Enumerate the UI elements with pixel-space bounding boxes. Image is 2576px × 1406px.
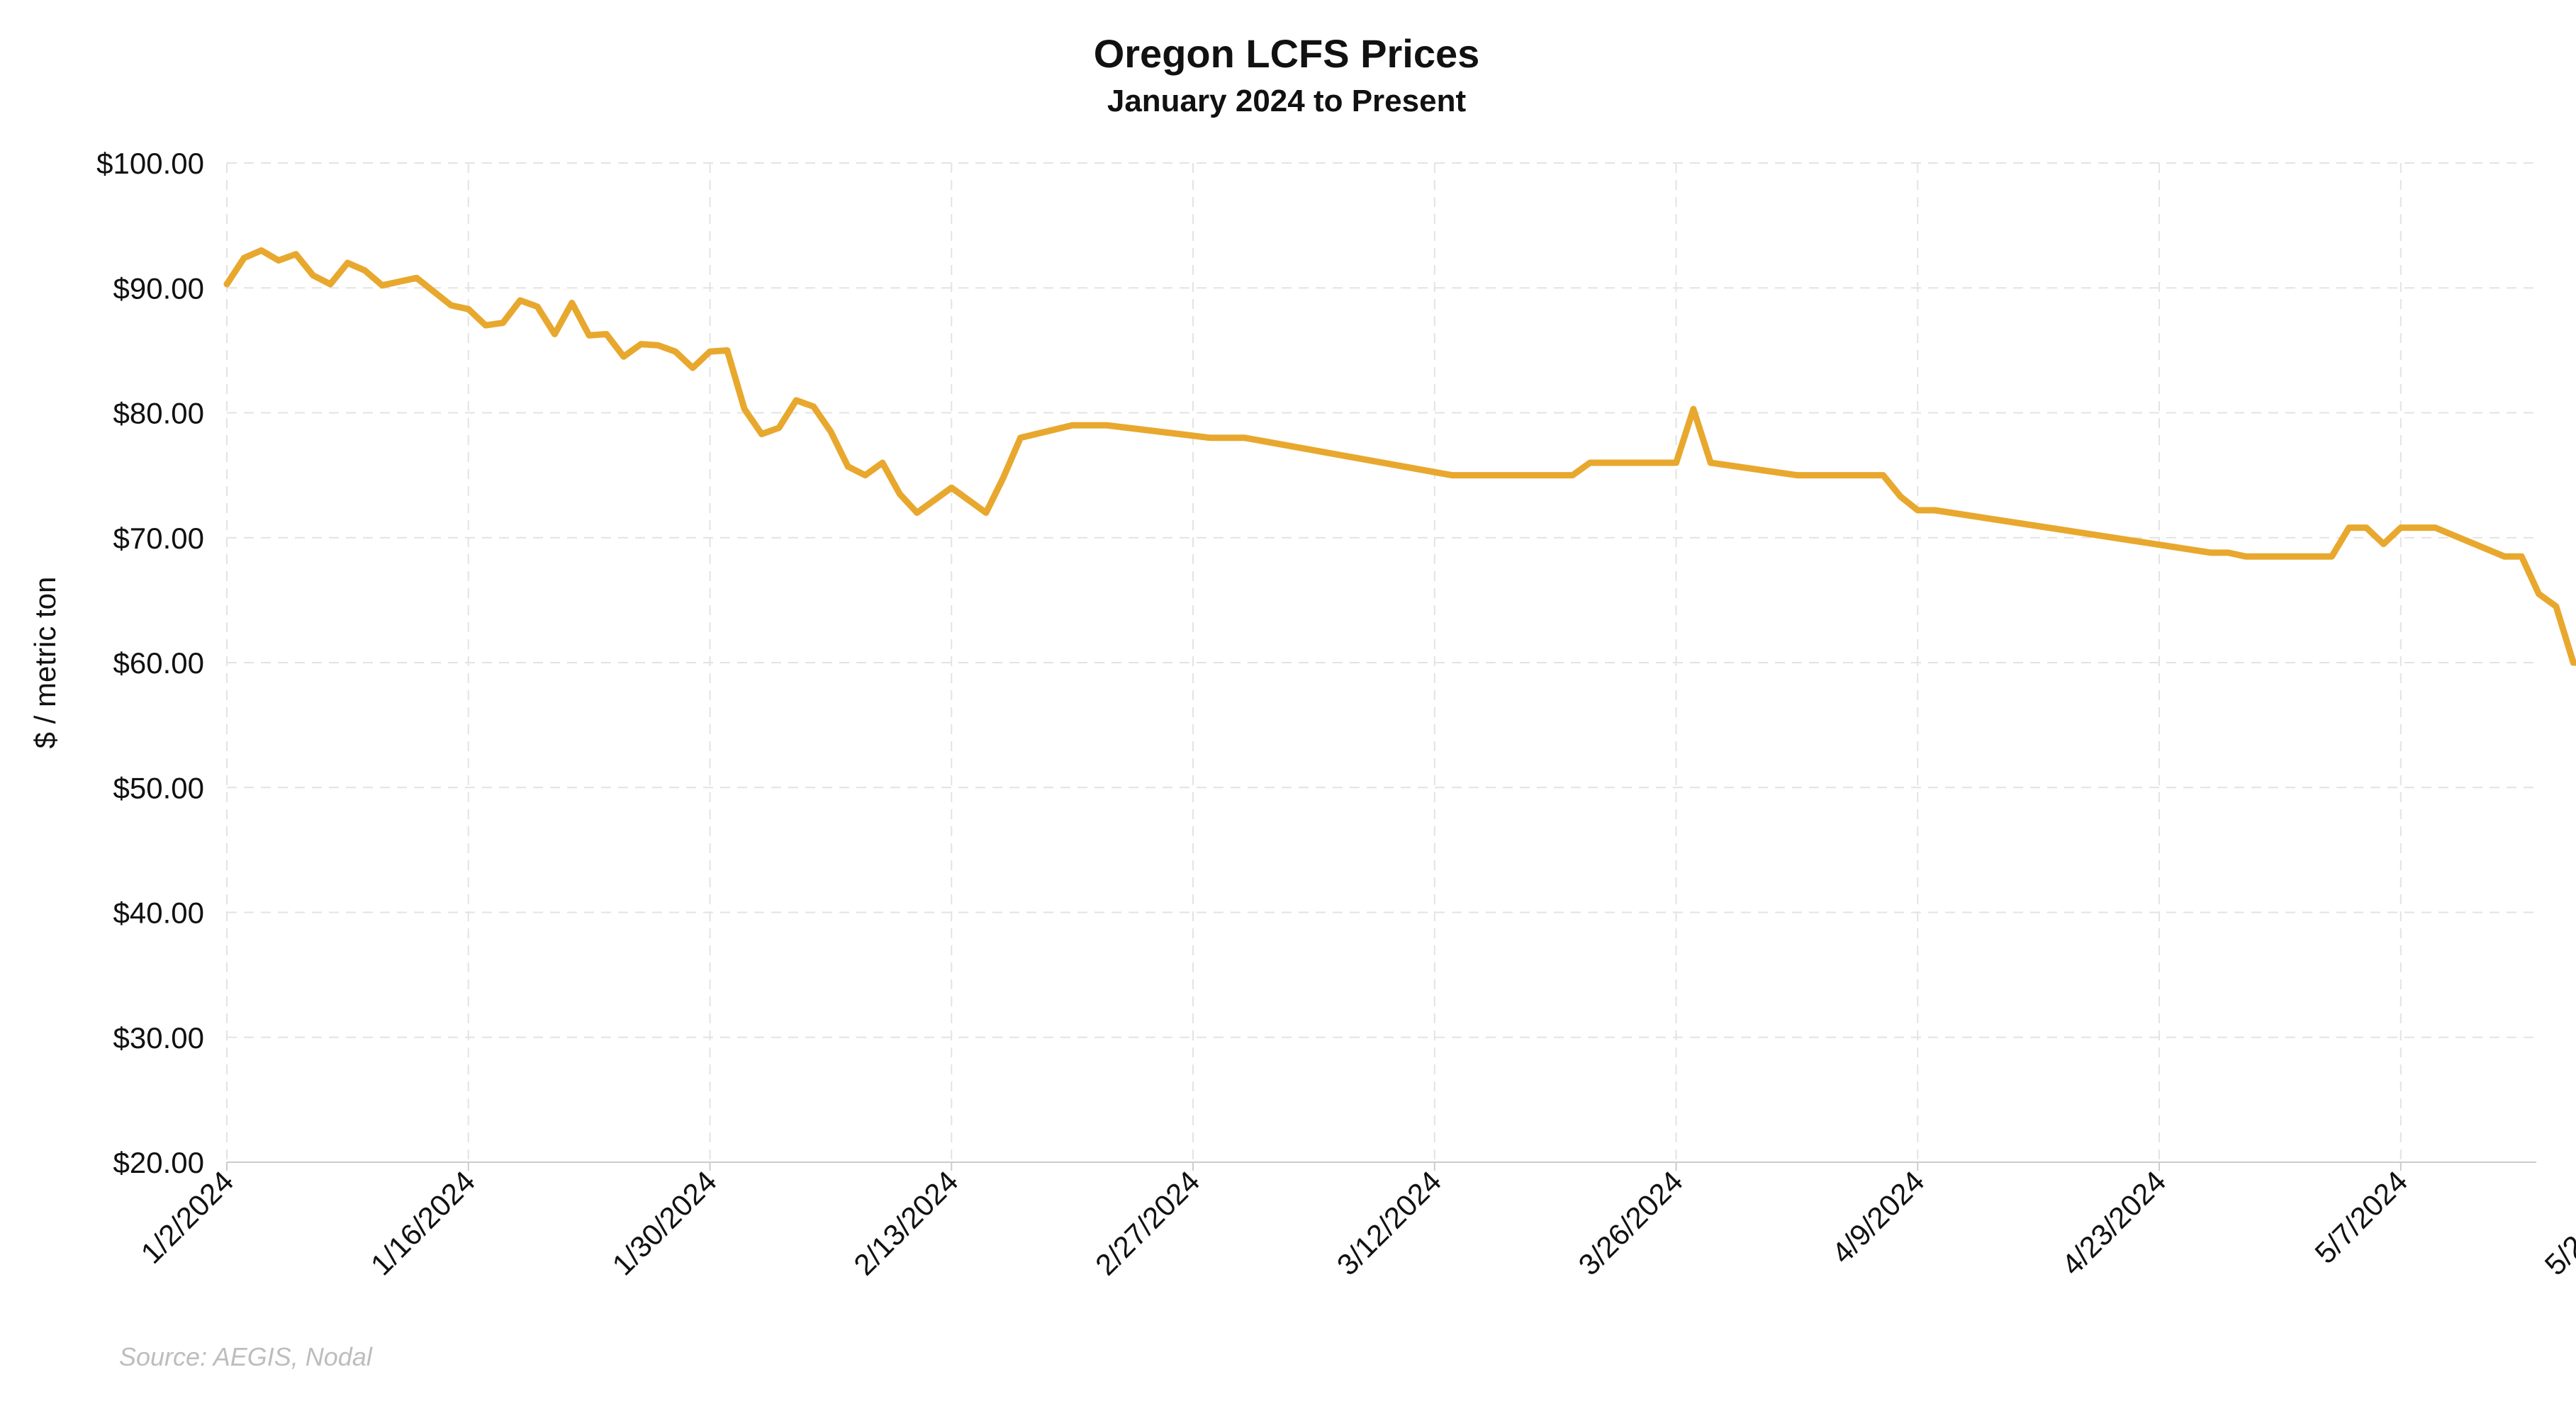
y-tick-label: $80.00 [113, 397, 204, 430]
y-tick-label: $40.00 [113, 896, 204, 930]
y-tick-label: $70.00 [113, 522, 204, 555]
chart-subtitle: January 2024 to Present [1107, 84, 1467, 118]
series-line [223, 247, 2576, 666]
x-tick-label: 2/13/2024 [847, 1164, 964, 1281]
x-tick-label: 1/2/2024 [135, 1164, 240, 1270]
x-tick-label: 4/9/2024 [1825, 1164, 1931, 1270]
x-tick-label: 1/30/2024 [606, 1164, 723, 1281]
x-axis-ticks: 1/2/2024 1/16/2024 1/30/2024 2/13/2024 2/27/… [135, 1162, 2576, 1281]
x-gridlines [226, 163, 2402, 1162]
x-tick-label: 1/16/2024 [364, 1164, 481, 1281]
y-tick-label: $30.00 [113, 1021, 204, 1054]
x-tick-label: 3/12/2024 [1331, 1164, 1447, 1281]
x-tick-label: 5/7/2024 [2308, 1164, 2414, 1270]
source-note: Source: AEGIS, Nodal [119, 1342, 373, 1371]
chart-title: Oregon LCFS Prices [1094, 31, 1480, 76]
x-tick-label: 2/27/2024 [1089, 1164, 1206, 1281]
x-tick-label: 3/26/2024 [1572, 1164, 1689, 1281]
y-gridlines [227, 162, 2536, 1038]
y-tick-label: $20.00 [113, 1146, 204, 1179]
y-axis-label: $ / metric ton [28, 577, 62, 749]
y-tick-label: $50.00 [113, 771, 204, 804]
y-tick-label: $100.00 [96, 147, 204, 180]
x-tick-label: 4/23/2024 [2055, 1164, 2172, 1281]
y-tick-label: $60.00 [113, 646, 204, 680]
x-tick-label: 5/21/2024 [2538, 1164, 2576, 1281]
y-axis-ticks: $20.00 $30.00 $40.00 $50.00 $60.00 $70.00 $80.… [96, 147, 204, 1179]
y-tick-label: $90.00 [113, 271, 204, 305]
